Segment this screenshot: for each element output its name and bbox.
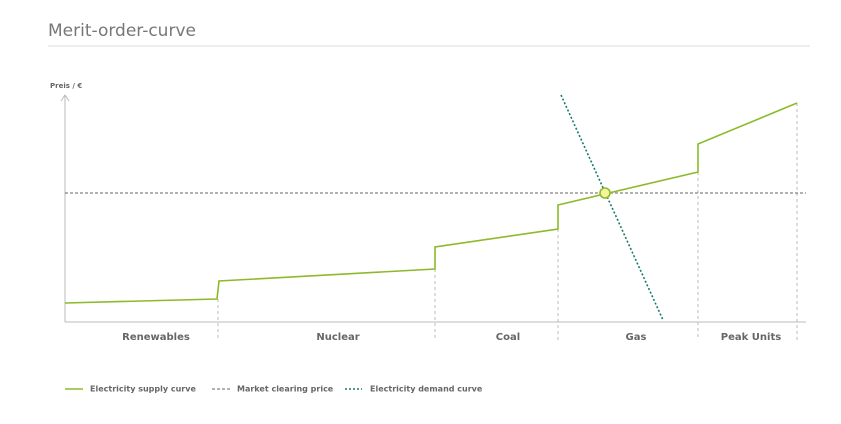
legend-label: Electricity supply curve [90, 385, 196, 394]
legend-label: Electricity demand curve [370, 385, 483, 394]
segment-dividers [217, 103, 798, 340]
segment-label: Peak Units [721, 332, 781, 343]
demand-curve [560, 94, 664, 321]
title: Merit-order-curve [48, 21, 196, 41]
equilibrium-point [599, 187, 611, 199]
segment-label: Gas [626, 332, 647, 343]
y-axis-arrow [60, 94, 70, 102]
y-axis-label: Preis / € [50, 82, 82, 90]
segment-label: Coal [496, 332, 520, 343]
legend-label: Market clearing price [237, 385, 334, 394]
supply-curve [64, 102, 798, 304]
segment-label: Renewables [122, 332, 190, 343]
segment-label: Nuclear [316, 332, 359, 343]
